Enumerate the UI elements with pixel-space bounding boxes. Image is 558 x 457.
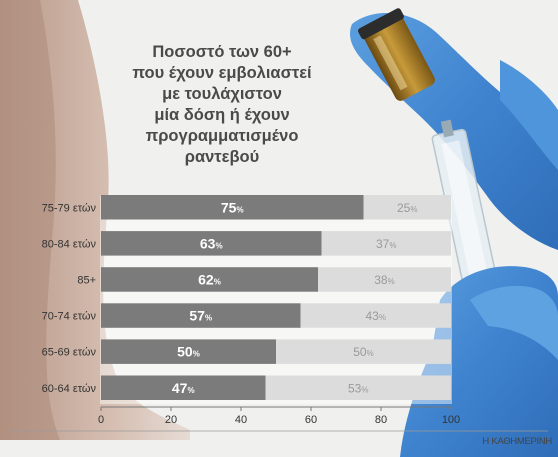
x-tick-label: 20 xyxy=(165,414,177,426)
data-label-secondary: 50% xyxy=(353,345,373,359)
data-label-primary: 75% xyxy=(221,199,244,215)
category-label: 60-64 ετών xyxy=(42,383,97,395)
data-label-secondary: 37% xyxy=(376,237,396,251)
x-tick-label: 40 xyxy=(235,414,247,426)
title-line: με τουλάχιστον xyxy=(162,85,282,103)
data-label-primary: 62% xyxy=(198,271,221,287)
chart-title: Ποσοστό των 60+ που έχουν εμβολιαστεί με… xyxy=(118,42,326,168)
data-label-primary: 47% xyxy=(172,380,195,396)
title-line: προγραμματισμένο xyxy=(145,127,299,145)
data-label-secondary: 43% xyxy=(366,309,386,323)
bar-secondary xyxy=(318,267,451,292)
bar-primary xyxy=(101,195,364,220)
category-label: 80-84 ετών xyxy=(42,238,97,250)
category-label: 70-74 ετών xyxy=(42,311,97,323)
data-label-secondary: 38% xyxy=(374,273,394,287)
bar-primary xyxy=(101,375,266,400)
data-label-secondary: 53% xyxy=(348,381,368,395)
data-label-primary: 63% xyxy=(200,235,223,251)
bar-secondary xyxy=(276,339,451,364)
title-line: ραντεβού xyxy=(184,148,260,166)
category-label: 65-69 ετών xyxy=(42,347,97,359)
x-tick-label: 0 xyxy=(98,414,104,426)
bar-secondary xyxy=(321,231,451,256)
category-label: 85+ xyxy=(77,274,96,286)
x-tick-label: 80 xyxy=(375,414,387,426)
data-label-secondary: 25% xyxy=(397,201,417,215)
title-line: που έχουν εμβολιαστεί xyxy=(132,64,312,82)
bar-primary xyxy=(101,231,322,256)
x-tick-label: 60 xyxy=(305,414,317,426)
bar-primary xyxy=(101,267,318,292)
data-label-primary: 57% xyxy=(189,308,212,324)
bar-secondary xyxy=(363,195,451,220)
data-label-primary: 50% xyxy=(177,344,200,360)
category-label: 75-79 ετών xyxy=(42,202,97,214)
bar-secondary xyxy=(300,303,451,328)
title-line: Ποσοστό των 60+ xyxy=(152,43,292,61)
bar-primary xyxy=(101,339,276,364)
x-tick-label: 100 xyxy=(442,414,460,426)
title-line: μία δόση ή έχουν xyxy=(154,106,290,124)
bar-primary xyxy=(101,303,301,328)
source-credit: Η ΚΑΘΗΜΕΡΙΝΗ xyxy=(482,436,552,447)
bar-secondary xyxy=(265,375,451,400)
